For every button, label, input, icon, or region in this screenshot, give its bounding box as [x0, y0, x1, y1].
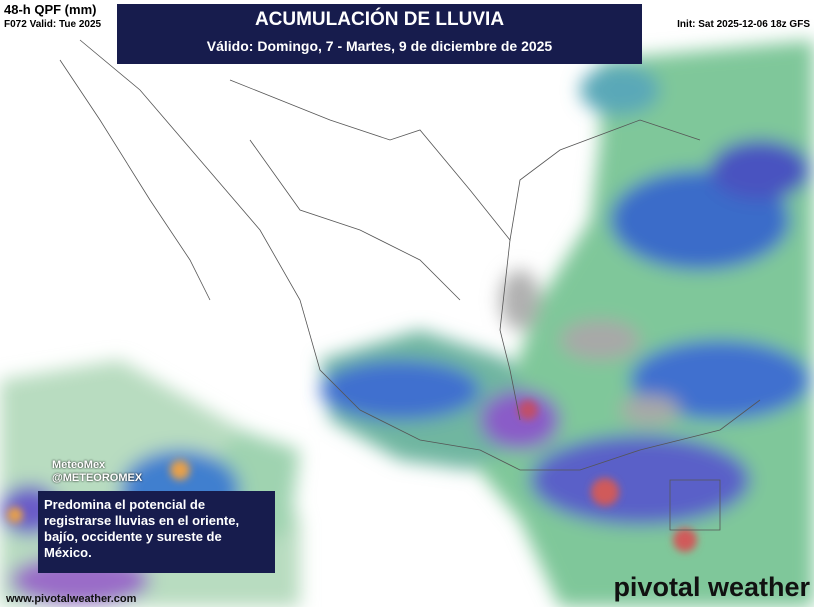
- credit-name: MeteoMex: [52, 459, 106, 471]
- title-box: ACUMULACIÓN DE LLUVIA Válido: Domingo, 7…: [117, 4, 642, 64]
- product-label: 48-h QPF (mm): [4, 2, 97, 17]
- heavy-rain-cells: [7, 400, 697, 552]
- note-box: Predomina el potencial de registrarse ll…: [38, 491, 275, 573]
- borders: [59, 39, 761, 531]
- logo: pivotal weather: [613, 572, 810, 602]
- init-label: Init: Sat 2025-12-06 18z GFS: [677, 19, 810, 30]
- site-url: www.pivotalweather.com: [6, 593, 137, 605]
- subtitle: Válido: Domingo, 7 - Martes, 9 de diciem…: [206, 38, 553, 54]
- title: ACUMULACIÓN DE LLUVIA: [254, 9, 505, 30]
- valid-label: F072 Valid: Tue 2025: [4, 19, 102, 30]
- credit-handle: @METEOROMEX: [52, 472, 143, 484]
